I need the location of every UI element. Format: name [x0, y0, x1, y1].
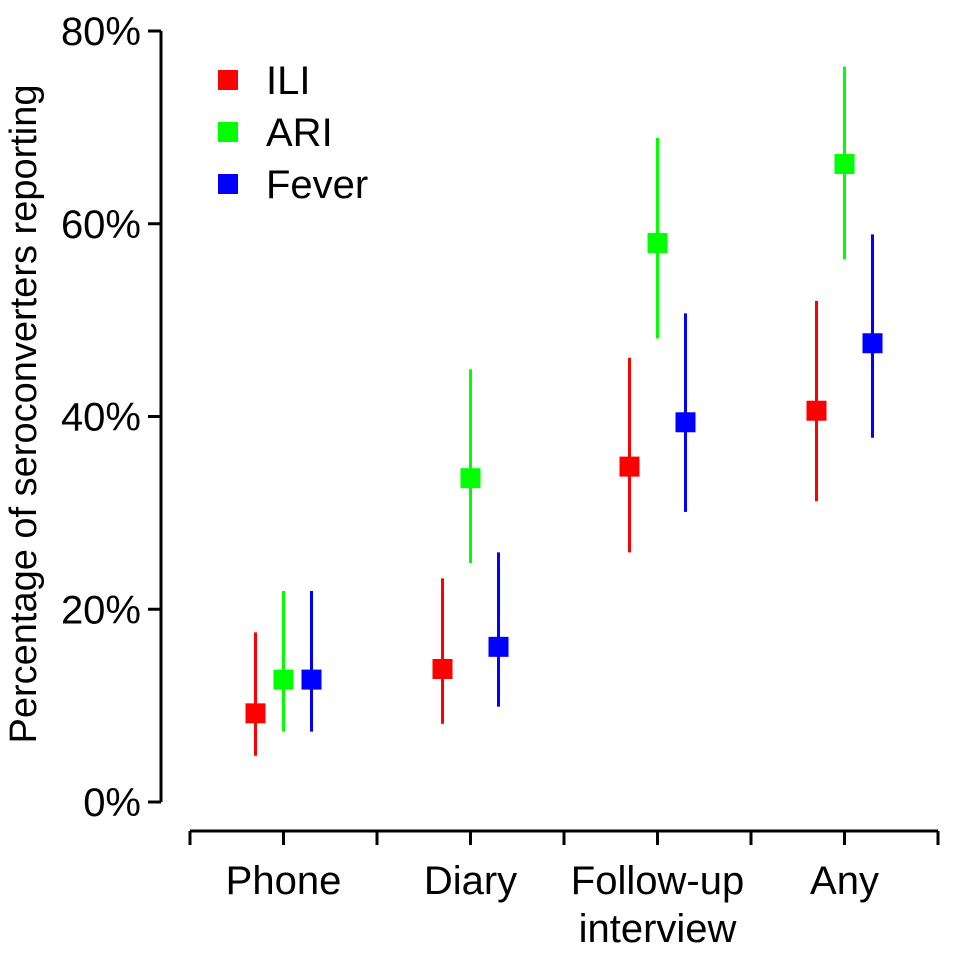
x-tick-label: Phone: [226, 859, 342, 903]
x-tick-label: Diary: [424, 859, 517, 903]
legend: ILI ARI Fever: [218, 59, 368, 207]
y-tick-label: 40%: [61, 396, 141, 440]
data-point: [488, 636, 509, 657]
data-point: [806, 400, 827, 421]
data-point: [432, 659, 453, 680]
data-point: [301, 669, 322, 690]
legend-label: ILI: [266, 59, 310, 103]
legend-swatch: [218, 70, 238, 90]
x-tick-label: Any: [810, 859, 879, 903]
y-axis: 0% 20% 40% 60% 80%: [61, 10, 163, 825]
data-point: [273, 669, 294, 690]
y-axis-title: Percentage of seroconverters reporting: [3, 84, 45, 743]
data-point: [862, 333, 883, 354]
data-point: [647, 233, 668, 254]
y-tick-label: 80%: [61, 10, 141, 54]
data-point: [834, 153, 855, 174]
data-marks: [245, 66, 883, 756]
data-point: [675, 412, 696, 433]
data-point: [619, 456, 640, 477]
y-tick-label: 0%: [83, 781, 141, 825]
x-tick-label: interview: [579, 907, 737, 951]
y-tick-label: 20%: [61, 588, 141, 632]
x-tick-label: Follow-up: [571, 859, 744, 903]
data-point: [460, 468, 481, 489]
legend-label: Fever: [266, 163, 368, 207]
legend-swatch: [218, 174, 238, 194]
legend-label: ARI: [266, 111, 333, 155]
legend-swatch: [218, 122, 238, 142]
data-point: [245, 703, 266, 724]
y-tick-label: 60%: [61, 203, 141, 247]
